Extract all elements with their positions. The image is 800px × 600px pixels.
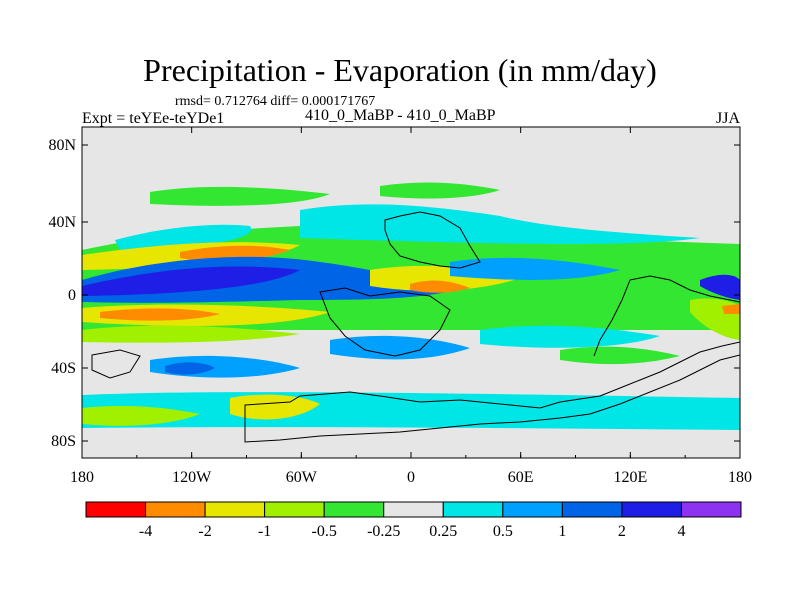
- colorbar-label: -0.25: [367, 523, 400, 540]
- colorbar-box: [680, 501, 742, 518]
- east-deep-blue: [700, 274, 740, 300]
- colorbar-label: 0.5: [493, 523, 513, 540]
- lon-tick-label: 0: [407, 469, 415, 486]
- colorbar-label: -4: [139, 523, 152, 540]
- lat-tick-label: 0: [68, 287, 76, 304]
- colorbar-box: [145, 501, 206, 518]
- colorbar-box: [85, 501, 147, 518]
- south-cyan-mid: [480, 325, 660, 348]
- lon-tick-label: 180: [728, 469, 752, 486]
- plot-title: Precipitation - Evaporation (in mm/day): [143, 52, 657, 88]
- lon-tick-label: 60W: [286, 469, 318, 486]
- south-green-patch: [82, 406, 200, 426]
- colorbar-box: [561, 501, 623, 518]
- north-green-east: [380, 182, 500, 199]
- band-cyan-north: [115, 224, 252, 250]
- colorbar-box: [383, 501, 444, 518]
- experiment-label: Expt = teYEe-teYDe1: [82, 110, 225, 127]
- north-cyan-band: [300, 204, 700, 244]
- lat-tick-label: 80S: [51, 433, 76, 450]
- lon-tick-label: 180: [70, 469, 94, 486]
- contour-field: [82, 127, 740, 458]
- lat-tick-label: 40S: [51, 360, 76, 377]
- south-deep-blue-patch: [165, 362, 215, 375]
- east-blue: [450, 257, 620, 280]
- outline-central-continent: [319, 287, 451, 357]
- lon-tick-label: 120W: [172, 469, 212, 486]
- north-green-patch: [150, 186, 330, 206]
- season-label: JJA: [716, 110, 741, 127]
- colorbar-label: -0.5: [312, 523, 337, 540]
- lon-tick-label: 60E: [508, 469, 534, 486]
- lon-tick-labels: 180 120W 60W 0 60E 120E 180: [70, 469, 752, 486]
- south-green-mid: [560, 346, 680, 365]
- outline-north-continent: [384, 211, 481, 269]
- colorbar-box: [264, 501, 325, 518]
- colorbar: [85, 501, 742, 518]
- lat-tick-label: 80N: [48, 137, 76, 154]
- colorbar-label: -2: [198, 523, 211, 540]
- colorbar-label: -1: [258, 523, 271, 540]
- period-label: 410_0_MaBP - 410_0_MaBP: [305, 107, 496, 124]
- colorbar-box: [442, 501, 504, 518]
- colorbar-label: 2: [618, 523, 626, 540]
- colorbar-label: 1: [558, 523, 566, 540]
- band-orange-south: [100, 308, 220, 321]
- stats-label: rmsd= 0.712764 diff= 0.000171767: [175, 94, 376, 109]
- colorbar-box: [323, 501, 385, 518]
- colorbar-labels: -4 -2 -1 -0.5 -0.25 0.25 0.5 1 2 4: [139, 523, 686, 540]
- south-yellow-patch: [230, 394, 320, 420]
- colorbar-box: [204, 501, 266, 518]
- band-lime-south: [82, 325, 300, 343]
- east-orange: [410, 280, 470, 293]
- colorbar-label: 4: [677, 523, 685, 540]
- lat-tick-label: 40N: [48, 214, 76, 231]
- colorbar-box: [502, 501, 563, 518]
- outline-west-small: [91, 349, 141, 379]
- south-blue-mid: [330, 335, 470, 360]
- east-orange-right: [722, 304, 740, 314]
- colorbar-box: [621, 501, 682, 518]
- axis-ticks: [81, 127, 741, 458]
- itcz-deep-blue: [82, 266, 300, 296]
- lon-tick-label: 120E: [613, 469, 647, 486]
- outline-east-continent: [593, 275, 741, 357]
- colorbar-label: 0.25: [429, 523, 457, 540]
- lat-tick-labels: 80N 40N 0 40S 80S: [48, 137, 76, 450]
